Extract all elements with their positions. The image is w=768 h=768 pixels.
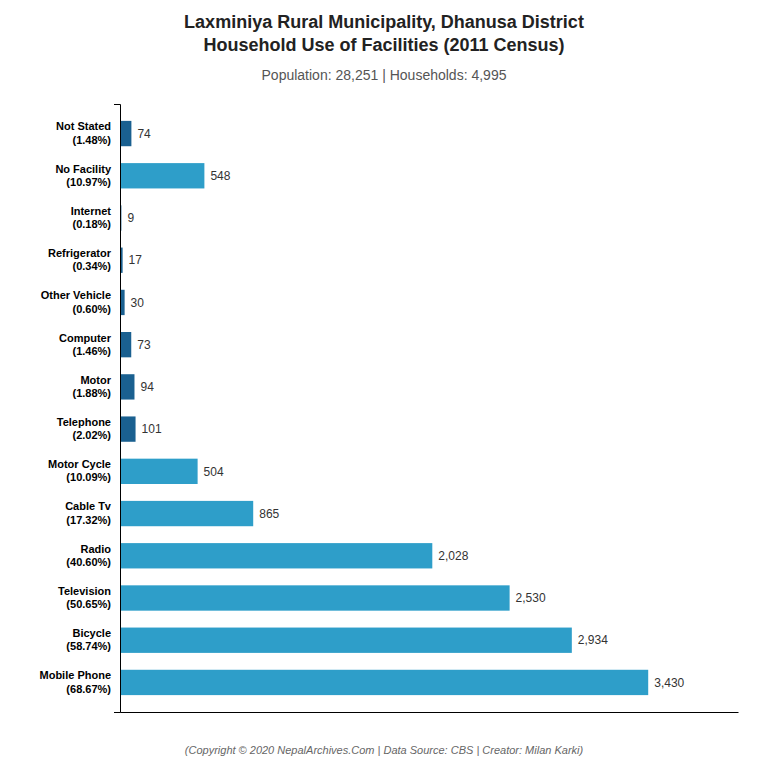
y-tick-label-line: Refrigerator <box>48 247 112 259</box>
y-tick-label-line: (58.74%) <box>66 640 111 652</box>
y-tick-label-line: (0.18%) <box>72 218 111 230</box>
title-line: Laxminiya Rural Municipality, Dhanusa Di… <box>184 12 584 32</box>
y-tick: Bicycle(58.74%) <box>66 627 111 652</box>
y-tick-label-line: Motor Cycle <box>48 458 111 470</box>
y-tick-label: Other Vehicle (0.60%) <box>41 289 112 314</box>
y-tick: Mobile Phone (68.67%) <box>40 669 112 694</box>
y-tick: Not Stated (1.48%) <box>56 120 111 145</box>
title-line: Household Use of Facilities (2011 Census… <box>203 35 564 55</box>
bar <box>120 416 136 441</box>
bar <box>120 459 198 484</box>
y-tick-label-line: (2.02%) <box>72 429 111 441</box>
footer: (Copyright © 2020 NepalArchives.Com | Da… <box>185 744 584 756</box>
data-label: 2,934 <box>578 633 608 647</box>
y-tick-label-line: Mobile Phone <box>40 669 112 681</box>
bar <box>120 501 253 526</box>
bar <box>120 585 510 610</box>
data-label: 17 <box>129 253 143 267</box>
y-tick-label-line: Motor <box>80 374 111 386</box>
y-tick-label: Mobile Phone (68.67%) <box>40 669 112 694</box>
data-label: 865 <box>259 507 279 521</box>
y-tick-label-line: Other Vehicle <box>41 289 111 301</box>
y-tick: Telephone(2.02%) <box>57 416 112 441</box>
data-label: 101 <box>142 422 162 436</box>
data-label: 2,028 <box>438 549 468 563</box>
subtitle: Population: 28,251 | Households: 4,995 <box>262 67 507 83</box>
data-label: 2,530 <box>516 591 546 605</box>
y-tick-label: Telephone(2.02%) <box>57 416 112 441</box>
y-tick-label-line: (10.09%) <box>66 471 111 483</box>
x-axis-line <box>121 712 739 713</box>
data-label: 3,430 <box>654 676 684 690</box>
y-tick-label: Radio(40.60%) <box>66 543 111 568</box>
bar <box>120 374 134 399</box>
data-label: 94 <box>140 380 154 394</box>
bar <box>120 332 131 357</box>
y-tick-label-line: Radio <box>80 543 111 555</box>
y-tick-label-line: (10.97%) <box>66 176 111 188</box>
data-label: 504 <box>204 465 224 479</box>
data-label: 74 <box>137 127 151 141</box>
y-tick-label-line: (17.32%) <box>66 514 111 526</box>
data-label: 30 <box>131 296 145 310</box>
chart: Laxminiya Rural Municipality, Dhanusa Di… <box>0 0 768 768</box>
y-tick-label: Not Stated (1.48%) <box>56 120 111 145</box>
y-tick-label-line: Computer <box>59 332 112 344</box>
y-tick-label: Motor Cycle(10.09%) <box>48 458 111 483</box>
y-tick-label-line: Cable Tv <box>65 500 112 512</box>
y-tick-label-line: (1.46%) <box>72 345 111 357</box>
y-tick-label-line: (68.67%) <box>66 683 111 695</box>
plot: 74 548 9 17 30 73 94 101 504 865 2,028 2,530 2,934 3,… <box>40 105 739 713</box>
y-tick-label-line: (0.34%) <box>72 260 111 272</box>
y-tick: Motor(1.88%) <box>72 374 111 399</box>
y-tick-label: Television(50.65%) <box>58 585 111 610</box>
y-tick: Radio(40.60%) <box>66 543 111 568</box>
y-tick-label-line: (1.88%) <box>72 387 111 399</box>
data-label: 73 <box>137 338 151 352</box>
y-tick: Cable Tv (17.32%) <box>65 500 112 525</box>
bar <box>120 670 648 695</box>
y-tick-label-line: (50.65%) <box>66 598 111 610</box>
y-tick-label-line: Telephone <box>57 416 111 428</box>
y-tick: Computer(1.46%) <box>59 332 112 357</box>
y-tick-label-line: Internet <box>71 205 112 217</box>
y-tick-label-line: Bicycle <box>72 627 111 639</box>
y-tick-label-line: Television <box>58 585 111 597</box>
y-tick-label: Computer(1.46%) <box>59 332 112 357</box>
bar <box>120 121 131 146</box>
title: Laxminiya Rural Municipality, Dhanusa Di… <box>184 12 584 55</box>
y-tick-label: Refrigerator(0.34%) <box>48 247 112 272</box>
y-tick-label-line: (40.60%) <box>66 556 111 568</box>
y-tick: Refrigerator(0.34%) <box>48 247 112 272</box>
y-tick-label: No Facility(10.97%) <box>55 163 112 188</box>
bar <box>120 628 572 653</box>
y-tick: Television(50.65%) <box>58 585 111 610</box>
y-tick-label: Internet(0.18%) <box>71 205 112 230</box>
y-tick: Motor Cycle(10.09%) <box>48 458 111 483</box>
y-tick-label: Bicycle(58.74%) <box>66 627 111 652</box>
y-tick: No Facility(10.97%) <box>55 163 112 188</box>
y-tick-label-line: Not Stated <box>56 120 111 132</box>
y-tick-label-line: No Facility <box>55 163 112 175</box>
bars <box>120 121 648 695</box>
y-tick-label-line: (1.48%) <box>72 134 111 146</box>
y-tick-label-line: (0.60%) <box>72 303 111 315</box>
data-label: 548 <box>210 169 230 183</box>
y-tick: Other Vehicle (0.60%) <box>41 289 112 314</box>
bar <box>120 163 204 188</box>
y-tick-label: Motor(1.88%) <box>72 374 111 399</box>
data-label: 9 <box>127 211 134 225</box>
x-axis <box>121 712 739 713</box>
y-axis: Not Stated (1.48%) No Facility(10.97%) Inte… <box>40 105 121 713</box>
y-tick: Internet(0.18%) <box>71 205 112 230</box>
y-axis-line <box>114 105 121 713</box>
y-tick-label: Cable Tv (17.32%) <box>65 500 112 525</box>
bar <box>120 543 432 568</box>
data-labels: 74 548 9 17 30 73 94 101 504 865 2,028 2,530 2,934 3,… <box>127 127 684 690</box>
